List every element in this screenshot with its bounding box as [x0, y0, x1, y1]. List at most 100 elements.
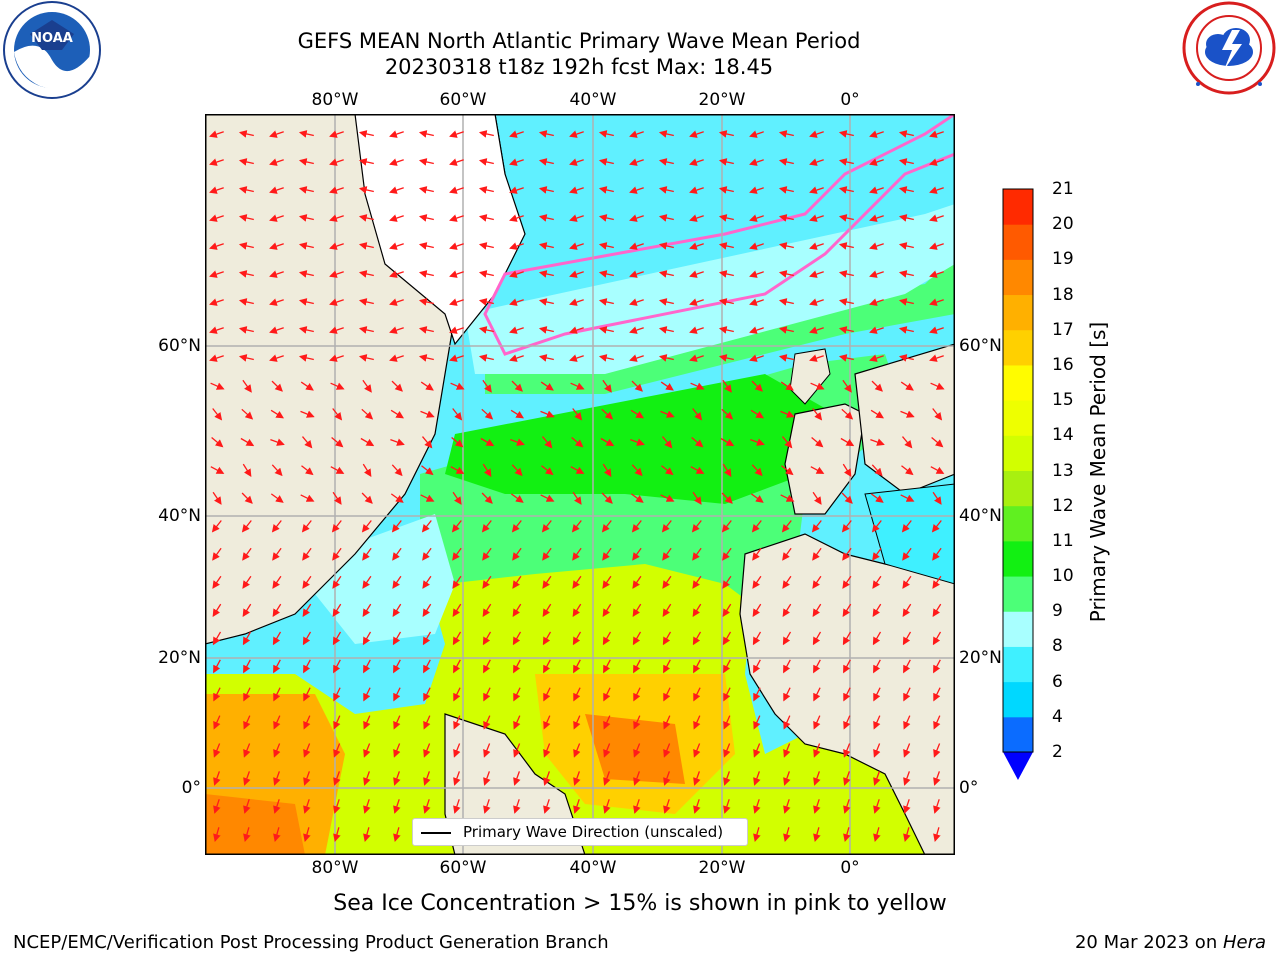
wave-direction-arrow: [931, 437, 944, 448]
wave-direction-arrow: [869, 158, 884, 166]
wave-direction-arrow: [780, 494, 795, 502]
wave-direction-arrow: [242, 631, 252, 646]
wave-direction-arrow: [390, 409, 405, 419]
colorbar-tick-label: 4: [1052, 706, 1063, 727]
wave-direction-arrow: [632, 575, 642, 589]
wave-direction-arrow: [389, 326, 404, 334]
wave-direction-arrow: [449, 270, 464, 278]
colorbar-tick-label: 11: [1052, 530, 1074, 551]
wave-direction-arrow: [929, 186, 944, 194]
wave-direction-arrow: [332, 408, 343, 421]
wave-direction-arrow: [483, 743, 491, 758]
wave-direction-arrow: [543, 771, 551, 786]
wave-direction-arrow: [329, 326, 344, 334]
wave-direction-arrow: [658, 242, 674, 250]
wave-direction-arrow: [238, 214, 254, 222]
wave-direction-arrow: [869, 354, 884, 362]
wave-direction-arrow: [540, 410, 555, 418]
wave-direction-arrow: [662, 631, 672, 646]
wave-direction-arrow: [422, 631, 432, 646]
wave-direction-arrow: [329, 354, 344, 362]
wave-direction-arrow: [273, 715, 281, 730]
wave-direction-arrow: [903, 827, 911, 842]
map-gridlines: [205, 114, 955, 855]
wave-direction-arrow: [898, 214, 914, 222]
wave-direction-arrow: [813, 799, 821, 814]
wave-direction-arrow: [930, 466, 945, 474]
wave-direction-arrow: [483, 799, 491, 814]
wave-direction-arrow: [809, 326, 824, 334]
colorbar-segment: [1003, 364, 1033, 401]
wave-direction-arrow: [872, 631, 882, 646]
wave-direction-arrow: [329, 214, 344, 222]
wave-direction-arrow: [630, 438, 645, 446]
wave-direction-arrow: [358, 326, 374, 334]
wave-direction-arrow: [692, 547, 702, 561]
wave-direction-arrow: [480, 437, 495, 447]
wave-direction-arrow: [662, 575, 672, 589]
wave-direction-arrow: [300, 410, 315, 418]
wave-direction-arrow: [358, 130, 374, 138]
wave-direction-arrow: [570, 382, 585, 390]
wave-direction-arrow: [422, 575, 432, 589]
wave-direction-arrow: [213, 827, 221, 842]
wave-direction-arrow: [332, 547, 342, 561]
wave-direction-arrow: [269, 242, 284, 250]
wave-direction-arrow: [542, 436, 553, 449]
wave-direction-arrow: [213, 687, 221, 702]
wave-direction-arrow: [543, 799, 551, 814]
wave-direction-arrow: [901, 520, 912, 533]
wave-direction-arrow: [658, 158, 674, 166]
wave-direction-arrow: [693, 743, 701, 758]
wave-direction-arrow: [298, 270, 314, 278]
wave-direction-arrow: [271, 380, 283, 392]
colorbar-segments: [1003, 189, 1033, 753]
wave-direction-arrow: [933, 687, 941, 702]
wave-direction-arrow: [513, 659, 521, 674]
wave-direction-arrow: [902, 436, 913, 449]
wave-direction-arrow: [722, 603, 732, 618]
wave-direction-arrow: [809, 158, 824, 166]
wave-direction-arrow: [269, 298, 284, 306]
wave-direction-arrow: [302, 436, 313, 449]
wave-direction-arrow: [482, 631, 492, 646]
wave-direction-arrow: [538, 354, 554, 362]
wave-direction-arrow: [778, 242, 794, 250]
field-max: [585, 714, 685, 784]
wave-direction-arrow: [538, 298, 554, 306]
wave-direction-arrow: [689, 354, 704, 362]
wave-direction-arrow: [362, 379, 372, 393]
wave-direction-arrow: [241, 520, 252, 533]
wave-direction-arrow: [513, 771, 521, 786]
wave-direction-arrow: [298, 354, 314, 362]
wave-direction-arrow: [452, 547, 462, 561]
colorbar-segment: [1003, 576, 1033, 612]
wave-direction-arrow: [361, 408, 374, 420]
wave-direction-arrow: [813, 687, 821, 702]
wave-direction-arrow: [449, 354, 464, 362]
lat-tick-left: 0°: [181, 778, 201, 798]
wave-direction-arrow: [269, 270, 284, 278]
wave-direction-arrow: [331, 437, 344, 448]
wave-direction-arrow: [542, 547, 552, 561]
wave-direction-arrow: [778, 270, 794, 278]
wave-direction-arrow: [783, 771, 791, 786]
wave-direction-arrow: [843, 743, 851, 758]
wave-direction-arrow: [212, 491, 222, 505]
wave-direction-arrow: [749, 242, 764, 250]
wave-direction-arrow: [929, 326, 944, 334]
wave-direction-arrow: [509, 158, 524, 166]
wave-direction-arrow: [602, 379, 612, 393]
wave-direction-arrow: [751, 380, 763, 392]
wave-direction-arrow: [422, 436, 433, 449]
wave-direction-arrow: [663, 771, 671, 786]
wave-direction-arrow: [753, 743, 761, 758]
colorbar-tick-label: 13: [1052, 460, 1074, 481]
wave-direction-arrow: [450, 382, 465, 390]
wave-direction-arrow: [391, 380, 403, 392]
noaa-logo-text: NOAA: [31, 31, 73, 46]
wave-direction-arrow: [598, 326, 614, 334]
wave-direction-arrow: [783, 743, 791, 758]
wave-direction-arrow: [513, 715, 521, 730]
colorbar-segment: [1003, 540, 1033, 577]
